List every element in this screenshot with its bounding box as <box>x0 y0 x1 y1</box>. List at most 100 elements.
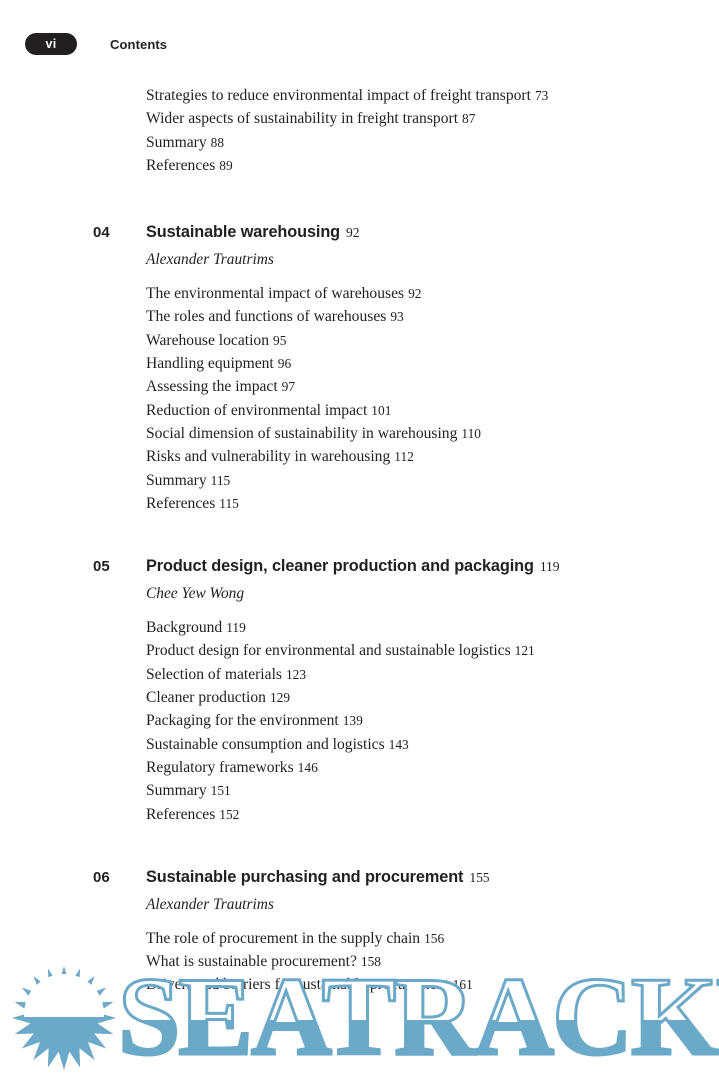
toc-entry-page-number: 92 <box>408 286 422 302</box>
toc-entry-label: Strategies to reduce environmental impac… <box>146 87 531 104</box>
toc-entry[interactable]: The role of procurement in the supply ch… <box>146 927 719 950</box>
toc-entry-page-number: 119 <box>226 620 246 636</box>
chapter-page-number: 119 <box>539 559 560 575</box>
toc-entry-label: Reduction of environmental impact <box>146 401 368 419</box>
toc-entry-label: The roles and functions of warehouses <box>146 308 387 326</box>
toc-entry-page-number: 87 <box>462 111 476 127</box>
toc-entry[interactable]: Strategies to reduce environmental impac… <box>146 84 719 107</box>
toc-entry-page-number: 115 <box>210 472 231 488</box>
chapter-spacer <box>0 177 719 223</box>
chapter-title-label: Sustainable warehousing <box>146 223 341 242</box>
chapter-number: 06 <box>93 868 110 886</box>
toc-entry-label: Drivers and barriers for sustainable pro… <box>146 976 449 994</box>
toc-entry-page-number: 112 <box>394 449 414 465</box>
toc-entry[interactable]: Summary 88 <box>146 131 719 154</box>
toc-entry-label: Sustainable consumption and logistics <box>146 735 385 753</box>
toc-entry-label: References <box>146 494 216 512</box>
toc-entry-page-number: 96 <box>277 356 292 372</box>
toc-entry-label: Summary <box>146 133 207 151</box>
toc-entry-label: Cleaner production <box>146 689 266 707</box>
toc-entry-label: Social dimension of sustainability in wa… <box>146 424 458 442</box>
toc-entry[interactable]: References 152 <box>146 803 719 826</box>
toc-entry-label: Summary <box>146 471 207 489</box>
chapter-heading[interactable]: 05 Product design, cleaner production and… <box>0 557 719 576</box>
toc-entry-page-number: 115 <box>219 495 239 511</box>
chapter-spacer <box>0 826 719 868</box>
toc-entry[interactable]: Wider aspects of sustainability in freig… <box>146 107 719 130</box>
chapter-title-label: Sustainable purchasing and procurement <box>146 867 464 886</box>
toc-entry-label: What is sustainable procurement? <box>146 953 357 971</box>
toc-entry-page-number: 156 <box>424 930 445 946</box>
toc-entry-label: References <box>146 156 216 174</box>
toc-entry-page-number: 95 <box>273 332 287 348</box>
chapter-block: 06 Sustainable purchasing and procurement… <box>0 868 719 997</box>
toc-entry-label: Wider aspects of sustainability in freig… <box>146 110 459 128</box>
toc-entry[interactable]: Sustainable consumption and logistics 143 <box>146 733 719 756</box>
toc-entry-page-number: 93 <box>390 309 404 325</box>
chapter-title: Sustainable purchasing and procurement 15… <box>146 867 490 887</box>
toc-entry-page-number: 88 <box>210 134 225 150</box>
toc-entry-label: Summary <box>146 782 207 800</box>
toc-entry-label: Selection of materials <box>146 665 282 683</box>
chapter-heading[interactable]: 04 Sustainable warehousing 92 <box>0 223 719 242</box>
toc-entry[interactable]: Background 119 <box>146 616 719 639</box>
toc-entry-label: Background <box>146 619 223 637</box>
page-header: vi Contents <box>25 33 167 55</box>
toc-entry-page-number: 129 <box>269 690 291 706</box>
table-of-contents: Strategies to reduce environmental impac… <box>0 84 719 997</box>
folio-badge: vi <box>25 33 77 55</box>
toc-entry[interactable]: Assessing the impact 97 <box>146 375 719 398</box>
toc-entry[interactable]: What is sustainable procurement? 158 <box>146 950 719 973</box>
toc-entry-page-number: 110 <box>461 425 481 441</box>
toc-entry[interactable]: Selection of materials 123 <box>146 663 719 686</box>
toc-entry-page-number: 161 <box>452 977 473 993</box>
toc-entry-page-number: 89 <box>219 157 233 173</box>
toc-entry-label: Packaging for the environment <box>146 712 339 730</box>
chapter-entry-list: Background 119 Product design for environm… <box>0 616 719 826</box>
toc-entry[interactable]: Handling equipment 96 <box>146 352 719 375</box>
toc-entry-label: Handling equipment <box>146 355 274 373</box>
chapter-author: Alexander Trautrims <box>146 251 274 269</box>
toc-entry-label: Regulatory frameworks <box>146 758 294 776</box>
toc-entry-page-number: 97 <box>281 379 296 395</box>
toc-entry[interactable]: Drivers and barriers for sustainable pro… <box>146 973 719 996</box>
toc-entry[interactable]: Product design for environmental and sus… <box>146 639 719 662</box>
toc-entry-page-number: 146 <box>297 759 318 775</box>
toc-entry-label: The environmental impact of warehouses <box>146 285 405 303</box>
chapter-page-number: 155 <box>469 869 490 885</box>
toc-entry-label: Product design for environmental and sus… <box>146 642 511 660</box>
toc-entry-page-number: 158 <box>360 954 381 970</box>
chapter-container: 04 Sustainable warehousing 92 Alexander Tra… <box>0 177 719 997</box>
toc-entry-page-number: 121 <box>514 643 535 659</box>
toc-entry[interactable]: Reduction of environmental impact 101 <box>146 399 719 422</box>
toc-entry-page-number: 123 <box>285 666 307 682</box>
toc-entry[interactable]: Packaging for the environment 139 <box>146 709 719 732</box>
chapter-author: Chee Yew Wong <box>146 585 245 603</box>
toc-entry-label: References <box>146 805 216 823</box>
toc-entry[interactable]: The environmental impact of warehouses 92 <box>146 282 719 305</box>
toc-entry[interactable]: Summary 151 <box>146 779 719 802</box>
toc-entry-page-number: 101 <box>371 402 392 418</box>
chapter-number: 05 <box>93 558 110 576</box>
toc-entry[interactable]: References 89 <box>146 154 719 177</box>
chapter-author: Alexander Trautrims <box>146 895 274 913</box>
chapter-heading[interactable]: 06 Sustainable purchasing and procurement… <box>0 868 719 887</box>
toc-entry[interactable]: Summary 115 <box>146 469 719 492</box>
chapter-block: 04 Sustainable warehousing 92 Alexander Tra… <box>0 223 719 515</box>
toc-entry-page-number: 151 <box>210 783 231 799</box>
continued-entry-list: Strategies to reduce environmental impac… <box>0 84 719 177</box>
toc-entry[interactable]: Social dimension of sustainability in wa… <box>146 422 719 445</box>
toc-entry-page-number: 143 <box>388 736 409 752</box>
toc-entry-label: Risks and vulnerability in warehousing <box>146 448 391 466</box>
chapter-block: 05 Product design, cleaner production and… <box>0 557 719 826</box>
toc-entry-page-number: 73 <box>534 88 549 103</box>
chapter-entry-list: The environmental impact of warehouses 92… <box>0 282 719 515</box>
toc-entry[interactable]: Regulatory frameworks 146 <box>146 756 719 779</box>
chapter-title: Product design, cleaner production and p… <box>146 557 560 576</box>
toc-entry[interactable]: Cleaner production 129 <box>146 686 719 709</box>
toc-entry[interactable]: References 115 <box>146 492 719 515</box>
toc-entry[interactable]: Warehouse location 95 <box>146 329 719 352</box>
toc-entry-label: Warehouse location <box>146 331 270 349</box>
toc-entry[interactable]: Risks and vulnerability in warehousing 11… <box>146 445 719 468</box>
toc-entry[interactable]: The roles and functions of warehouses 93 <box>146 305 719 328</box>
